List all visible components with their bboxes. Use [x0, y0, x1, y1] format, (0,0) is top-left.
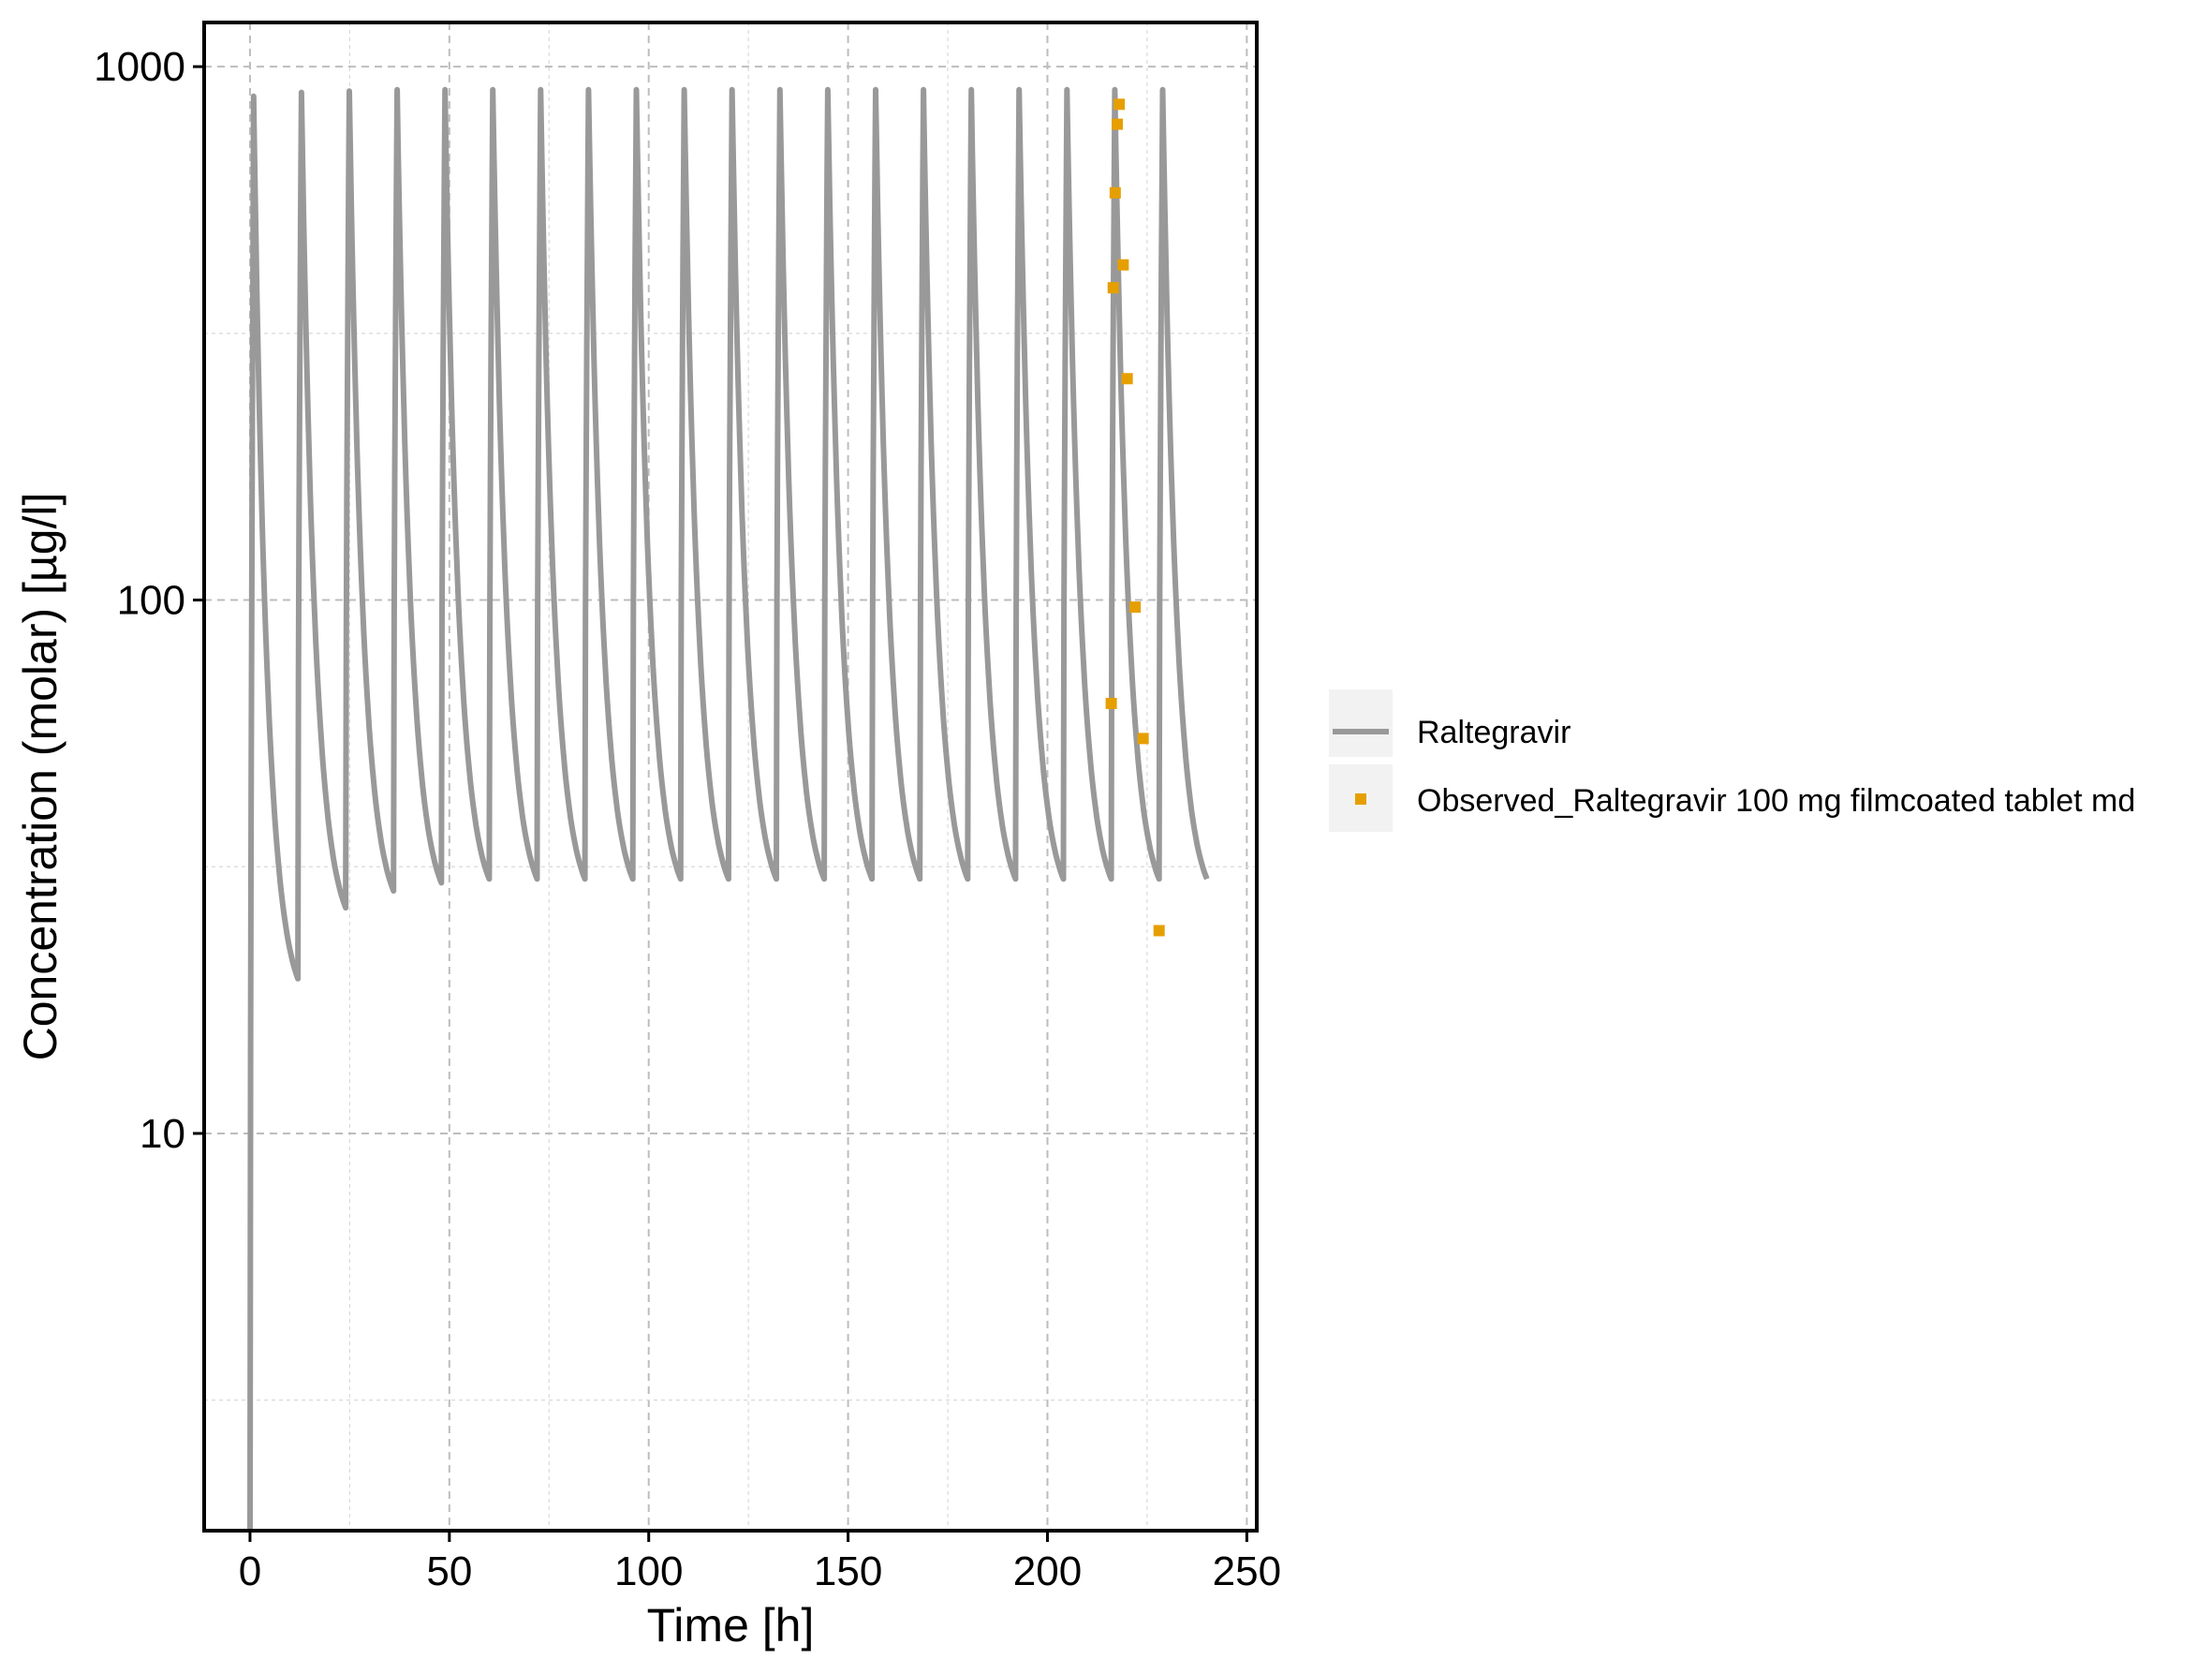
observed-point — [1153, 925, 1165, 937]
legend-label-raltegravir: Raltegravir — [1417, 715, 1571, 750]
observed-point — [1137, 733, 1149, 745]
series-line-raltegravir — [247, 86, 1210, 1531]
x-tick-label: 0 — [239, 1548, 261, 1594]
y-tick-label: 100 — [117, 578, 185, 624]
y-axis: 10 100 1000 — [94, 44, 204, 1157]
x-tick-label: 200 — [1013, 1548, 1082, 1594]
x-tick-label: 150 — [814, 1548, 882, 1594]
plot-area — [247, 86, 1210, 1531]
observed-point — [1121, 373, 1133, 385]
observed-point — [1111, 118, 1123, 130]
x-tick-label: 50 — [426, 1548, 472, 1594]
observed-point — [1107, 282, 1119, 294]
legend-key-point — [1355, 793, 1366, 805]
observed-point — [1113, 98, 1126, 111]
observed-point — [1129, 601, 1142, 614]
y-tick-label: 10 — [140, 1111, 185, 1157]
legend-key-bg — [1329, 689, 1393, 757]
legend-label-observed: Observed_Raltegravir 100 mg filmcoated t… — [1417, 783, 2135, 819]
x-tick-label: 250 — [1213, 1548, 1281, 1594]
legend: Raltegravir Observed_Raltegravir 100 mg f… — [1329, 689, 2135, 832]
y-tick-label: 1000 — [94, 44, 185, 90]
observed-point — [1109, 186, 1121, 199]
observed-point — [1117, 259, 1129, 271]
observed-point — [1105, 697, 1117, 709]
x-axis: 0 50 100 150 200 250 — [239, 1531, 1281, 1594]
grid — [204, 22, 1257, 1531]
plot-frame — [202, 21, 1259, 1533]
series-layer — [247, 86, 1210, 1531]
x-axis-title: Time [h] — [647, 1599, 815, 1652]
y-axis-title: Concentration (molar) [µg/l] — [14, 493, 66, 1061]
x-tick-label: 100 — [614, 1548, 683, 1594]
